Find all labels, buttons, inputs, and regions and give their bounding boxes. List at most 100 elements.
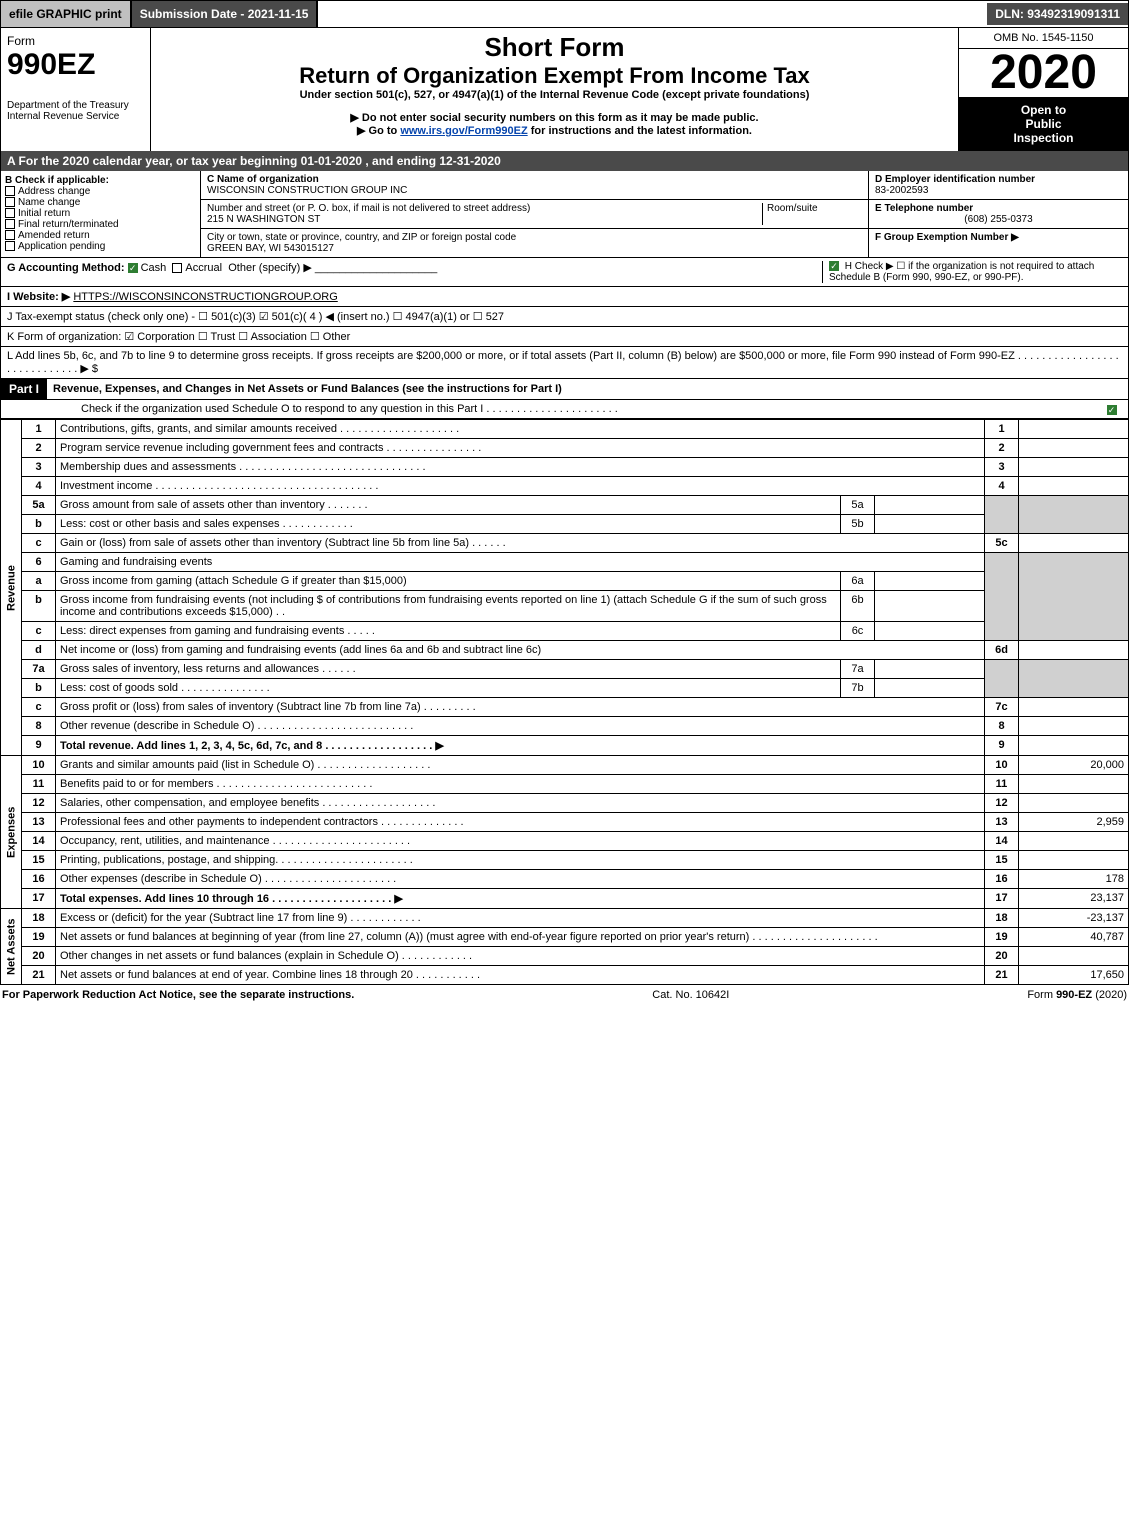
table-row: 13 Professional fees and other payments …	[1, 813, 1129, 832]
phone-label: E Telephone number	[875, 203, 973, 214]
line-g-label: G Accounting Method:	[7, 262, 125, 274]
city-label: City or town, state or province, country…	[207, 232, 516, 243]
form-year-block: OMB No. 1545-1150 2020 Open to Public In…	[958, 28, 1128, 151]
table-row: c Gross profit or (loss) from sales of i…	[1, 698, 1129, 717]
line-16-amt: 178	[1019, 870, 1129, 889]
table-row: Net Assets 18 Excess or (deficit) for th…	[1, 909, 1129, 928]
box-b-item-5[interactable]: Application pending	[5, 241, 196, 252]
footer-right: Form 990-EZ (2020)	[1027, 989, 1127, 1001]
dept-label: Department of the Treasury	[7, 100, 144, 111]
box-b-item-3[interactable]: Final return/terminated	[5, 219, 196, 230]
line-1-amt	[1019, 420, 1129, 439]
irs-label: Internal Revenue Service	[7, 111, 144, 122]
line-i: I Website: ▶ HTTPS://WISCONSINCONSTRUCTI…	[0, 287, 1129, 307]
line-10-amt: 20,000	[1019, 756, 1129, 775]
table-row: 12 Salaries, other compensation, and emp…	[1, 794, 1129, 813]
table-row: 8 Other revenue (describe in Schedule O)…	[1, 717, 1129, 736]
room-label: Room/suite	[767, 203, 818, 214]
efile-print-segment[interactable]: efile GRAPHIC print	[1, 1, 132, 27]
warn-line-1: ▶ Do not enter social security numbers o…	[157, 111, 952, 124]
warn2-pre: ▶ Go to	[357, 125, 400, 137]
box-b-item-2[interactable]: Initial return	[5, 208, 196, 219]
table-row: 5a Gross amount from sale of assets othe…	[1, 496, 1129, 515]
table-row: 16 Other expenses (describe in Schedule …	[1, 870, 1129, 889]
table-row: b Less: cost of goods sold . . . . . . .…	[1, 679, 1129, 698]
line-1-text: Contributions, gifts, grants, and simila…	[56, 420, 985, 439]
open-line-2: Public	[965, 117, 1122, 131]
line-21-amt: 17,650	[1019, 966, 1129, 985]
line-h-text: H Check ▶ ☐ if the organization is not r…	[829, 261, 1094, 283]
line-g: G Accounting Method: Cash Accrual Other …	[7, 261, 822, 283]
table-row: c Less: direct expenses from gaming and …	[1, 622, 1129, 641]
line-13-amt: 2,959	[1019, 813, 1129, 832]
lines-table: Revenue 1 Contributions, gifts, grants, …	[0, 419, 1129, 985]
website-value[interactable]: HTTPS://WISCONSINCONSTRUCTIONGROUP.ORG	[73, 291, 337, 303]
form-header: Form 990EZ Department of the Treasury In…	[0, 28, 1129, 151]
line-i-label: I Website: ▶	[7, 291, 70, 303]
box-f: F Group Exemption Number ▶	[869, 229, 1128, 246]
line-1-num: 1	[22, 420, 56, 439]
expenses-side-label: Expenses	[1, 756, 22, 909]
tax-year: 2020	[959, 49, 1128, 97]
form-id-block: Form 990EZ Department of the Treasury In…	[1, 28, 151, 151]
table-row: a Gross income from gaming (attach Sched…	[1, 572, 1129, 591]
open-line-1: Open to	[965, 103, 1122, 117]
footer-left: For Paperwork Reduction Act Notice, see …	[2, 989, 354, 1001]
table-row: 15 Printing, publications, postage, and …	[1, 851, 1129, 870]
line-1-rn: 1	[985, 420, 1019, 439]
cash-checkbox[interactable]	[128, 263, 138, 273]
box-b: B Check if applicable: Address change Na…	[1, 171, 201, 257]
accrual-checkbox[interactable]	[172, 263, 182, 273]
open-line-3: Inspection	[965, 131, 1122, 145]
title-short: Short Form	[157, 32, 952, 63]
table-row: 2 Program service revenue including gove…	[1, 439, 1129, 458]
part-i-check-row: Check if the organization used Schedule …	[0, 400, 1129, 419]
line-l: L Add lines 5b, 6c, and 7b to line 9 to …	[0, 347, 1129, 379]
submission-date-segment: Submission Date - 2021-11-15	[132, 1, 319, 27]
box-c: C Name of organization WISCONSIN CONSTRU…	[201, 171, 868, 257]
box-b-item-0[interactable]: Address change	[5, 186, 196, 197]
ein-value: 83-2002593	[875, 185, 928, 196]
group-exemption-label: F Group Exemption Number ▶	[875, 232, 1019, 243]
part-i-title: Revenue, Expenses, and Changes in Net As…	[47, 380, 1128, 398]
title-return: Return of Organization Exempt From Incom…	[157, 63, 952, 89]
box-b-item-1[interactable]: Name change	[5, 197, 196, 208]
box-b-header: B Check if applicable:	[5, 175, 196, 186]
street-cell: Number and street (or P. O. box, if mail…	[201, 200, 868, 229]
part-i-tag: Part I	[1, 379, 47, 399]
org-name-cell: C Name of organization WISCONSIN CONSTRU…	[201, 171, 868, 200]
table-row: 6 Gaming and fundraising events	[1, 553, 1129, 572]
irs-link[interactable]: www.irs.gov/Form990EZ	[400, 125, 527, 137]
line-k: K Form of organization: ☑ Corporation ☐ …	[0, 327, 1129, 347]
netassets-side-label: Net Assets	[1, 909, 22, 985]
part-i-header-row: Part I Revenue, Expenses, and Changes in…	[0, 379, 1129, 400]
table-row: 21 Net assets or fund balances at end of…	[1, 966, 1129, 985]
section-a-taxyear: A For the 2020 calendar year, or tax yea…	[0, 151, 1129, 171]
box-def: D Employer identification number 83-2002…	[868, 171, 1128, 257]
line-19-amt: 40,787	[1019, 928, 1129, 947]
line-h-checkbox[interactable]	[829, 261, 839, 271]
dln-segment: DLN: 93492319091311	[987, 3, 1128, 25]
warn2-post: for instructions and the latest informat…	[531, 125, 752, 137]
title-subline: Under section 501(c), 527, or 4947(a)(1)…	[157, 89, 952, 101]
table-row: Revenue 1 Contributions, gifts, grants, …	[1, 420, 1129, 439]
table-row: 11 Benefits paid to or for members . . .…	[1, 775, 1129, 794]
form-word: Form	[7, 34, 144, 48]
line-17-amt: 23,137	[1019, 889, 1129, 909]
table-row: b Gross income from fundraising events (…	[1, 591, 1129, 622]
street-label: Number and street (or P. O. box, if mail…	[207, 203, 530, 214]
line-h: H Check ▶ ☐ if the organization is not r…	[822, 261, 1122, 283]
org-name-label: C Name of organization	[207, 174, 319, 185]
table-row: 4 Investment income . . . . . . . . . . …	[1, 477, 1129, 496]
part-i-check[interactable]	[1098, 402, 1128, 416]
table-row: 20 Other changes in net assets or fund b…	[1, 947, 1129, 966]
open-public-box: Open to Public Inspection	[959, 97, 1128, 151]
line-g-h: G Accounting Method: Cash Accrual Other …	[0, 258, 1129, 287]
table-row: 14 Occupancy, rent, utilities, and maint…	[1, 832, 1129, 851]
form-title-block: Short Form Return of Organization Exempt…	[151, 28, 958, 151]
entity-block: B Check if applicable: Address change Na…	[0, 171, 1129, 258]
top-bar: efile GRAPHIC print Submission Date - 20…	[0, 0, 1129, 28]
org-name-value: WISCONSIN CONSTRUCTION GROUP INC	[207, 185, 407, 196]
table-row: 3 Membership dues and assessments . . . …	[1, 458, 1129, 477]
box-b-item-4[interactable]: Amended return	[5, 230, 196, 241]
